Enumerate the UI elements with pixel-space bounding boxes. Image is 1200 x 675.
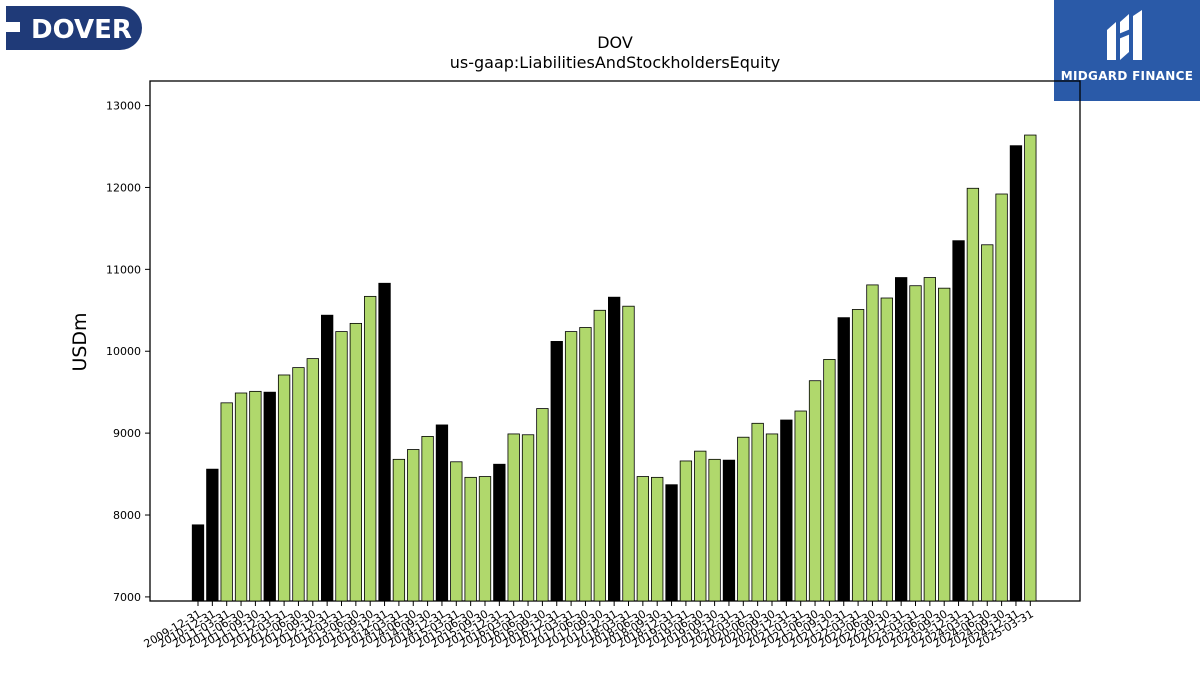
bar-2014-06-30: [407, 449, 420, 602]
y-tick-label: 10000: [106, 345, 141, 358]
bar-2012-09-30: [306, 358, 319, 602]
bar-2022-12-31: [895, 277, 908, 602]
bar-2022-09-30: [880, 297, 893, 602]
bar-2024-06-30: [981, 244, 994, 602]
bar-2014-12-31: [435, 424, 449, 602]
y-axis-label: USDm: [69, 312, 91, 371]
bar-2011-12-31: [263, 391, 276, 602]
bar-2024-03-31: [966, 187, 980, 602]
bar-2011-03-31: [220, 402, 233, 602]
bar-2010-12-31: [206, 468, 219, 602]
bar-2012-06-30: [292, 367, 305, 602]
bar-2012-03-31: [277, 374, 291, 602]
y-tick-label: 8000: [113, 509, 141, 522]
bar-2023-06-30: [923, 277, 936, 602]
bar-2013-09-30: [364, 295, 377, 602]
bar-2019-03-31: [679, 460, 693, 602]
chart-subtitle: us-gaap:LiabilitiesAndStockholdersEquity: [450, 53, 781, 72]
bars-group: [191, 134, 1037, 602]
bar-2011-06-30: [234, 392, 248, 602]
bar-2015-06-30: [464, 476, 477, 602]
bar-2018-12-31: [665, 484, 678, 602]
y-tick-label: 7000: [113, 591, 141, 604]
bar-2013-06-30: [349, 322, 363, 602]
bar-2021-06-30: [808, 380, 822, 602]
bar-2016-09-30: [536, 408, 549, 602]
bar-2013-12-31: [378, 282, 391, 602]
bar-2016-06-30: [521, 434, 535, 602]
dover-logo: DOVER: [6, 6, 142, 50]
bar-2020-03-31: [737, 436, 750, 602]
bar-2017-12-31: [608, 296, 621, 602]
dover-logo-notch: [6, 22, 20, 32]
bar-2021-09-30: [823, 359, 836, 602]
bar-2015-09-30: [478, 476, 492, 602]
y-tick-label: 11000: [106, 263, 141, 276]
bar-2016-03-31: [507, 433, 520, 602]
bar-2017-09-30: [593, 309, 606, 602]
dover-logo-text: DOVER: [31, 15, 132, 45]
bar-2022-03-31: [851, 309, 865, 602]
y-axis: 7000 8000 9000 10000 11000 12000 13000: [106, 100, 150, 604]
bar-2017-03-31: [564, 331, 578, 602]
bar-2021-12-31: [837, 317, 850, 602]
bar-2019-09-30: [708, 458, 721, 602]
bar-2020-06-30: [751, 422, 764, 602]
y-tick-label: 13000: [106, 100, 141, 113]
bar-2011-09-30: [249, 390, 262, 602]
y-tick-label: 9000: [113, 427, 141, 440]
bar-2014-09-30: [421, 435, 434, 602]
bar-2012-12-31: [320, 314, 334, 602]
midgard-mark-icon: [1107, 10, 1142, 60]
bar-2024-09-30: [995, 193, 1008, 602]
bar-2015-03-31: [450, 461, 463, 602]
bar-2025-03-31: [1024, 134, 1037, 602]
bar-2024-12-31: [1009, 145, 1023, 602]
bar-2009-12-31: [191, 524, 205, 602]
x-axis: 2009-12-312010-12-312011-03-312011-06-30…: [142, 601, 1036, 651]
bar-2023-03-31: [909, 285, 922, 602]
bar-2016-12-31: [550, 341, 563, 602]
chart-title: DOV: [597, 33, 633, 52]
bar-2017-06-30: [579, 327, 592, 602]
bar-2015-12-31: [493, 463, 506, 602]
bar-2020-12-31: [780, 419, 793, 602]
bar-2018-06-30: [636, 476, 649, 602]
bar-2022-06-30: [866, 284, 879, 602]
midgard-logo-text: MIDGARD FINANCE: [1060, 69, 1194, 83]
bar-2014-03-31: [392, 458, 406, 602]
bar-2018-03-31: [622, 305, 635, 602]
dover-logo-badge: [6, 6, 142, 50]
bar-2023-09-30: [938, 287, 951, 602]
midgard-finance-logo: MIDGARD FINANCE: [1054, 0, 1200, 101]
bar-2018-09-30: [651, 476, 664, 602]
y-tick-label: 12000: [106, 181, 141, 194]
bar-2023-12-31: [952, 240, 965, 602]
bar-2019-12-31: [722, 459, 736, 602]
bar-2020-09-30: [765, 433, 779, 602]
bar-2013-03-31: [335, 331, 348, 602]
bar-2021-03-31: [794, 410, 807, 602]
bar-2019-06-30: [694, 450, 707, 602]
